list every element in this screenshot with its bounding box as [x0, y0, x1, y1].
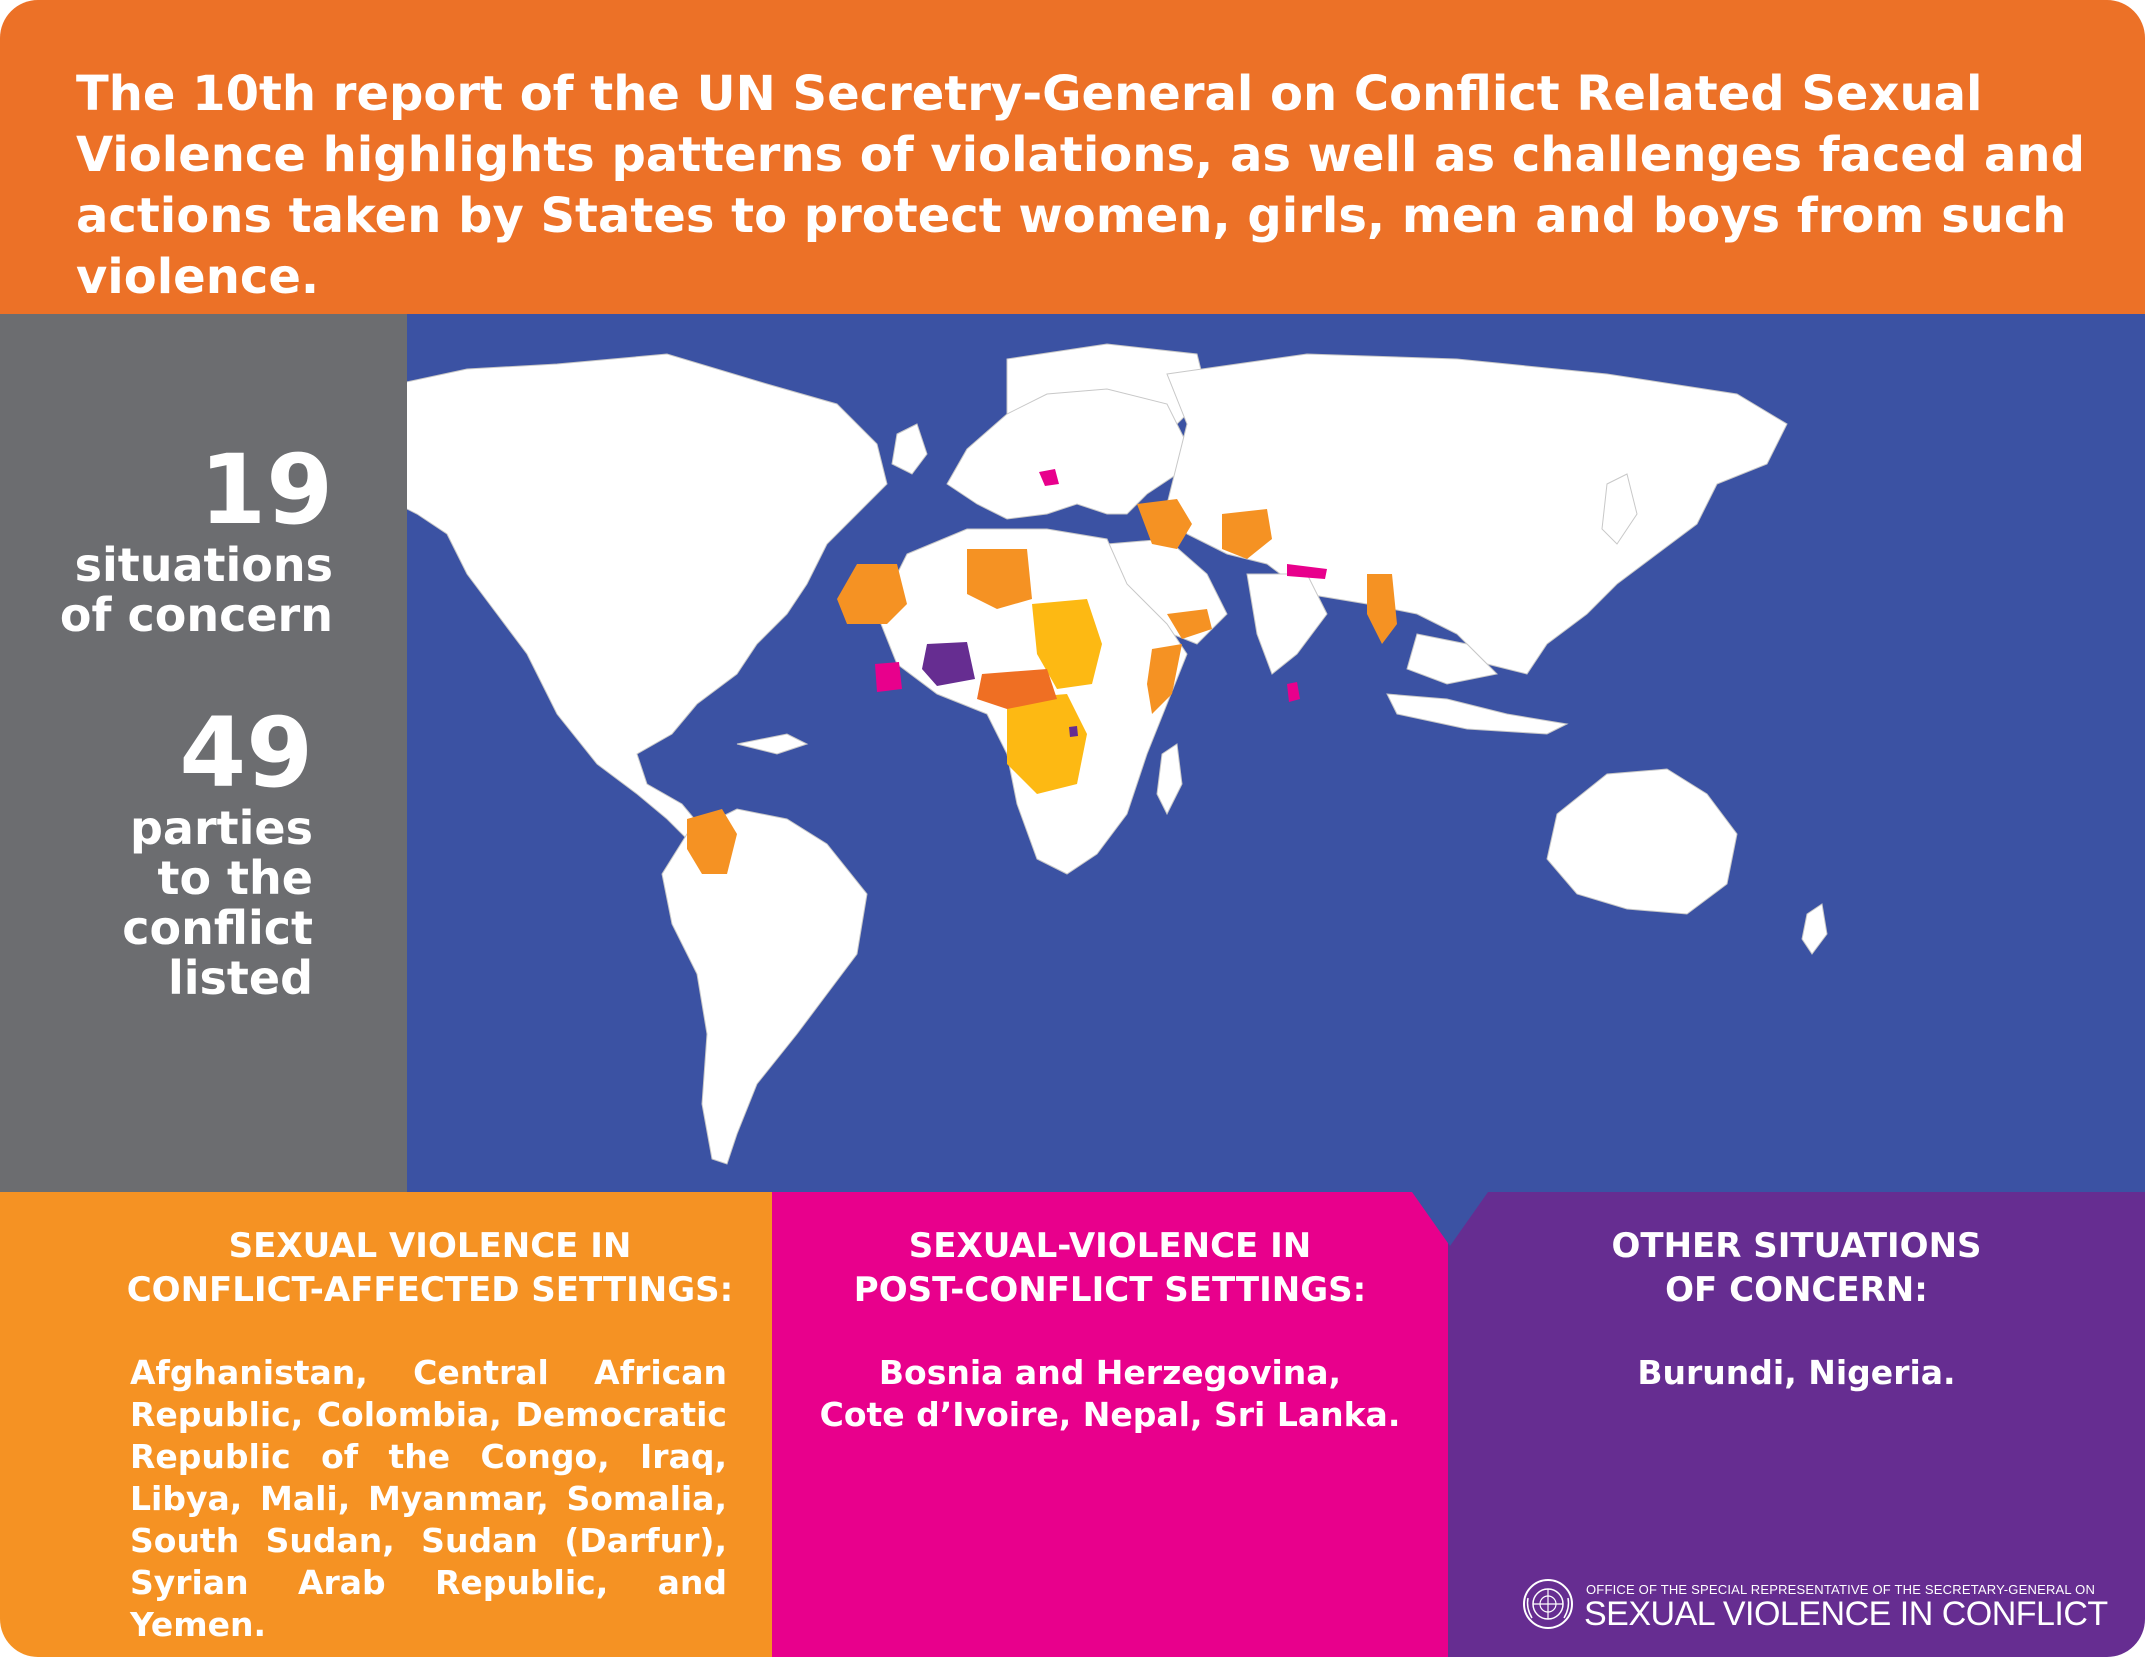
india-shape	[1246, 573, 1328, 675]
stat-situations-label-line2: of concern	[59, 588, 333, 642]
panel-conflict-affected-body: Afghanistan, Central African Republic, C…	[130, 1353, 727, 1644]
libya-shape	[967, 549, 1032, 609]
australia-shape	[1546, 768, 1738, 915]
panel-post-conflict-body-line2: Cote d’Ivoire, Nepal, Sri Lanka.	[819, 1395, 1401, 1434]
header-banner: The 10th report of the UN Secretry-Gener…	[0, 0, 2145, 314]
panel-post-conflict-body-line1: Bosnia and Herzegovina,	[878, 1353, 1342, 1392]
north-america-shape	[407, 353, 888, 850]
stat-parties-number: 49	[179, 697, 313, 809]
indonesia-shape	[1386, 693, 1569, 735]
burundi-shape	[1069, 726, 1078, 737]
uk-shape	[891, 423, 928, 475]
yemen-shape	[1167, 609, 1212, 639]
header-text: The 10th report of the UN Secretry-Gener…	[76, 66, 2085, 305]
asia-shape	[1166, 353, 1788, 675]
logo-small-text: OFFICE OF THE SPECIAL REPRESENTATIVE OF …	[1586, 1582, 2096, 1597]
drc-shape	[1007, 694, 1087, 794]
caribbean-shape	[736, 733, 809, 755]
panel-post-conflict-title: SEXUAL-VIOLENCE IN POST-CONFLICT SETTING…	[772, 1224, 1448, 1312]
car-south-sudan-shape	[977, 669, 1057, 709]
nigeria-shape	[922, 642, 975, 686]
un-emblem-icon	[1523, 1579, 1573, 1629]
cote-divoire-shape	[875, 662, 902, 692]
stat-parties: 49 parties to the conflict listed	[122, 703, 313, 1003]
map-notch	[1412, 1192, 1488, 1246]
stat-parties-label-line1: parties	[130, 801, 313, 855]
panel-conflict-affected-title: SEXUAL VIOLENCE IN CONFLICT-AFFECTED SET…	[40, 1224, 820, 1312]
stats-column	[0, 314, 407, 1192]
bosnia-shape	[1039, 469, 1059, 486]
stat-situations-number: 19	[199, 434, 333, 546]
syria-iraq-shape	[1137, 499, 1192, 549]
panel-post-conflict-body: Bosnia and Herzegovina, Cote d’Ivoire, N…	[772, 1352, 1448, 1436]
mali-shape	[837, 564, 907, 624]
panel-other-concern: OTHER SITUATIONS OF CONCERN: Burundi, Ni…	[1448, 1192, 2145, 1657]
world-map	[407, 314, 2145, 1192]
panel-post-conflict-title-line2: POST-CONFLICT SETTINGS:	[853, 1270, 1367, 1310]
stat-parties-label-line3: conflict	[122, 901, 313, 955]
panel-post-conflict-title-line1: SEXUAL-VIOLENCE IN	[908, 1226, 1312, 1266]
stat-situations-label-line1: situations	[74, 538, 333, 592]
panel-post-conflict: SEXUAL-VIOLENCE IN POST-CONFLICT SETTING…	[772, 1192, 1448, 1657]
afghanistan-shape	[1222, 509, 1272, 559]
south-america-shape	[661, 808, 868, 1165]
madagascar-shape	[1156, 743, 1183, 816]
sudan-shape	[1032, 599, 1102, 689]
stat-parties-label-line4: listed	[167, 951, 313, 1005]
panel-other-concern-title: OTHER SITUATIONS OF CONCERN:	[1448, 1224, 2145, 1312]
panel-other-concern-title-line2: OF CONCERN:	[1665, 1270, 1928, 1310]
panel-conflict-affected: SEXUAL VIOLENCE IN CONFLICT-AFFECTED SET…	[0, 1192, 772, 1657]
japan-shape	[1601, 473, 1638, 545]
panel-conflict-affected-title-line1: SEXUAL VIOLENCE IN	[228, 1226, 632, 1266]
myanmar-shape	[1367, 574, 1397, 644]
nepal-shape	[1287, 564, 1327, 579]
srsg-logo: OFFICE OF THE SPECIAL REPRESENTATIVE OF …	[1522, 1578, 2122, 1634]
sri-lanka-shape	[1287, 682, 1300, 702]
panel-conflict-affected-title-line2: CONFLICT-AFFECTED SETTINGS:	[126, 1270, 734, 1310]
somalia-shape	[1147, 644, 1182, 714]
world-map-graphic	[407, 343, 1828, 1165]
stat-parties-label-line2: to the	[157, 851, 313, 905]
panel-other-concern-body: Burundi, Nigeria.	[1637, 1353, 1956, 1392]
europe-shape	[946, 388, 1188, 520]
logo-big-text: SEXUAL VIOLENCE IN CONFLICT	[1584, 1595, 2108, 1633]
southeast-asia-shape	[1406, 633, 1499, 685]
colombia-shape	[687, 809, 737, 874]
panel-other-concern-title-line1: OTHER SITUATIONS	[1611, 1226, 1982, 1266]
new-zealand-shape	[1801, 903, 1828, 955]
stat-situations: 19 situations of concern	[60, 440, 333, 640]
